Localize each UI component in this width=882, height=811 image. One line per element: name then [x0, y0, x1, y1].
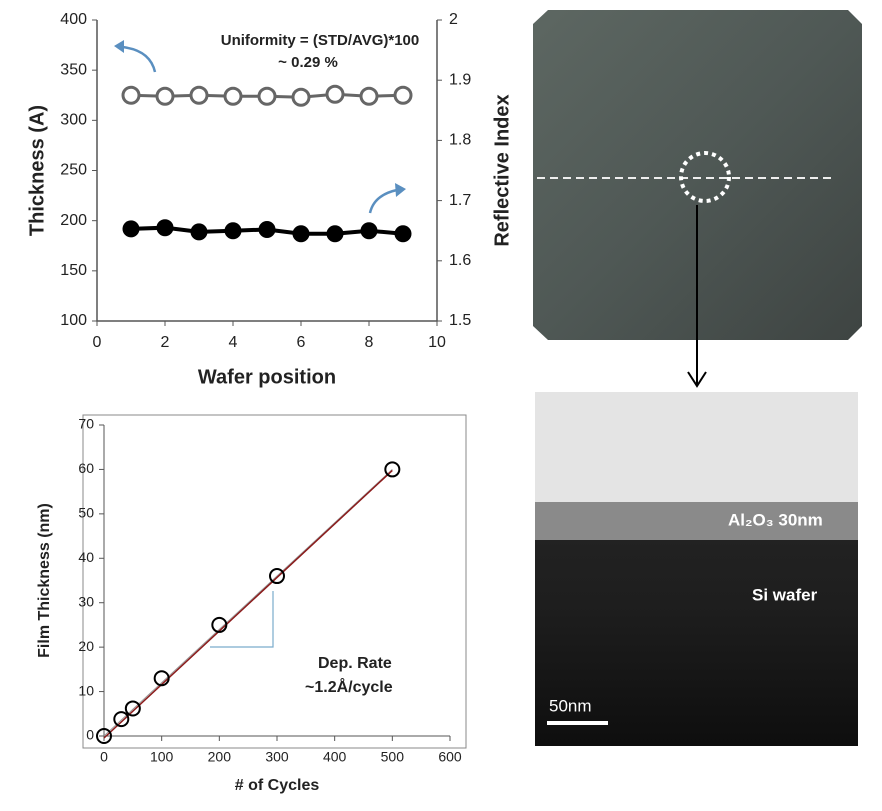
x-tick-label: 600	[438, 749, 462, 765]
annotation: Dep. Rate	[318, 655, 392, 672]
point	[360, 222, 378, 240]
point	[124, 700, 141, 717]
point	[291, 87, 311, 107]
point	[122, 220, 140, 238]
y-tick-label: 300	[60, 112, 87, 129]
fit-line	[103, 469, 393, 739]
point	[292, 225, 310, 243]
x-tick-label: 6	[297, 334, 306, 351]
plot-frame	[82, 414, 467, 749]
x-tick-label: 0	[100, 749, 108, 765]
arrow	[368, 188, 398, 214]
point	[211, 616, 228, 633]
annotation: ~1.2Å/cycle	[305, 677, 393, 696]
y-tick-label: 60	[78, 460, 94, 476]
point	[156, 219, 174, 237]
y2-tick-label: 1.7	[449, 192, 471, 209]
substrate-label: Si wafer	[752, 585, 818, 604]
point	[113, 711, 130, 728]
y-tick-label: 40	[78, 549, 94, 565]
annotation: Uniformity = (STD/AVG)*100	[221, 32, 420, 49]
x-tick-label: 400	[323, 749, 347, 765]
y2-tick-label: 2	[449, 11, 458, 28]
y-axis-label: Thickness (A)	[26, 105, 48, 236]
y-tick-label: 100	[60, 312, 87, 329]
y-tick-label: 150	[60, 262, 87, 279]
point	[224, 222, 242, 240]
point	[223, 86, 243, 106]
point	[257, 86, 277, 106]
x-tick-label: 0	[93, 334, 102, 351]
y-tick-label: 350	[60, 61, 87, 78]
y-tick-label: 400	[60, 11, 87, 28]
x-tick-label: 10	[428, 334, 446, 351]
point	[258, 220, 276, 238]
arrow-head	[687, 371, 707, 388]
wafer-photo	[533, 10, 862, 340]
y-tick-label: 50	[78, 505, 94, 521]
point	[121, 85, 141, 105]
axis	[96, 20, 438, 322]
tem-film	[535, 502, 858, 540]
film-label: Al₂O₃ 30nm	[728, 510, 823, 529]
x-tick-label: 500	[381, 749, 405, 765]
slope-triangle	[210, 591, 274, 648]
y-tick-label: 0	[86, 727, 94, 743]
point	[384, 461, 401, 478]
point	[190, 223, 208, 241]
y2-tick-label: 1.6	[449, 252, 471, 269]
arrow-head	[395, 183, 406, 197]
guide-line	[103, 469, 393, 737]
point	[359, 86, 379, 106]
x-tick-label: 300	[265, 749, 289, 765]
point	[189, 85, 209, 105]
y2-axis-label: Reflective Index	[491, 94, 513, 246]
y-tick-label: 200	[60, 212, 87, 229]
y2-tick-label: 1.9	[449, 71, 471, 88]
y-tick-label: 30	[78, 593, 94, 609]
x-axis-label: # of Cycles	[235, 777, 320, 794]
point	[153, 670, 170, 687]
x-tick-label: 8	[365, 334, 374, 351]
point	[96, 728, 112, 744]
x-tick-label: 200	[208, 749, 232, 765]
spot-circle	[679, 151, 731, 203]
tem-top	[535, 392, 858, 502]
arrow-head	[114, 40, 124, 53]
x-tick-label: 100	[150, 749, 174, 765]
point	[269, 568, 285, 585]
y2-tick-label: 1.8	[449, 132, 471, 149]
y-axis-label: Film Thickness (nm)	[36, 503, 53, 658]
scale-label: 50nm	[549, 696, 592, 715]
point	[326, 225, 344, 243]
point	[393, 85, 413, 105]
x-tick-label: 2	[161, 334, 170, 351]
arrow	[121, 45, 157, 73]
point	[394, 225, 412, 243]
x-axis-label: Wafer position	[198, 366, 336, 388]
x-tick-label: 4	[229, 334, 238, 351]
y-tick-label: 70	[78, 416, 94, 432]
y-tick-label: 10	[78, 682, 94, 698]
annotation: ~ 0.29 %	[278, 54, 338, 71]
point	[155, 86, 175, 106]
y-tick-label: 20	[78, 638, 94, 654]
y2-tick-label: 1.5	[449, 312, 471, 329]
y-tick-label: 250	[60, 162, 87, 179]
point	[325, 84, 345, 104]
